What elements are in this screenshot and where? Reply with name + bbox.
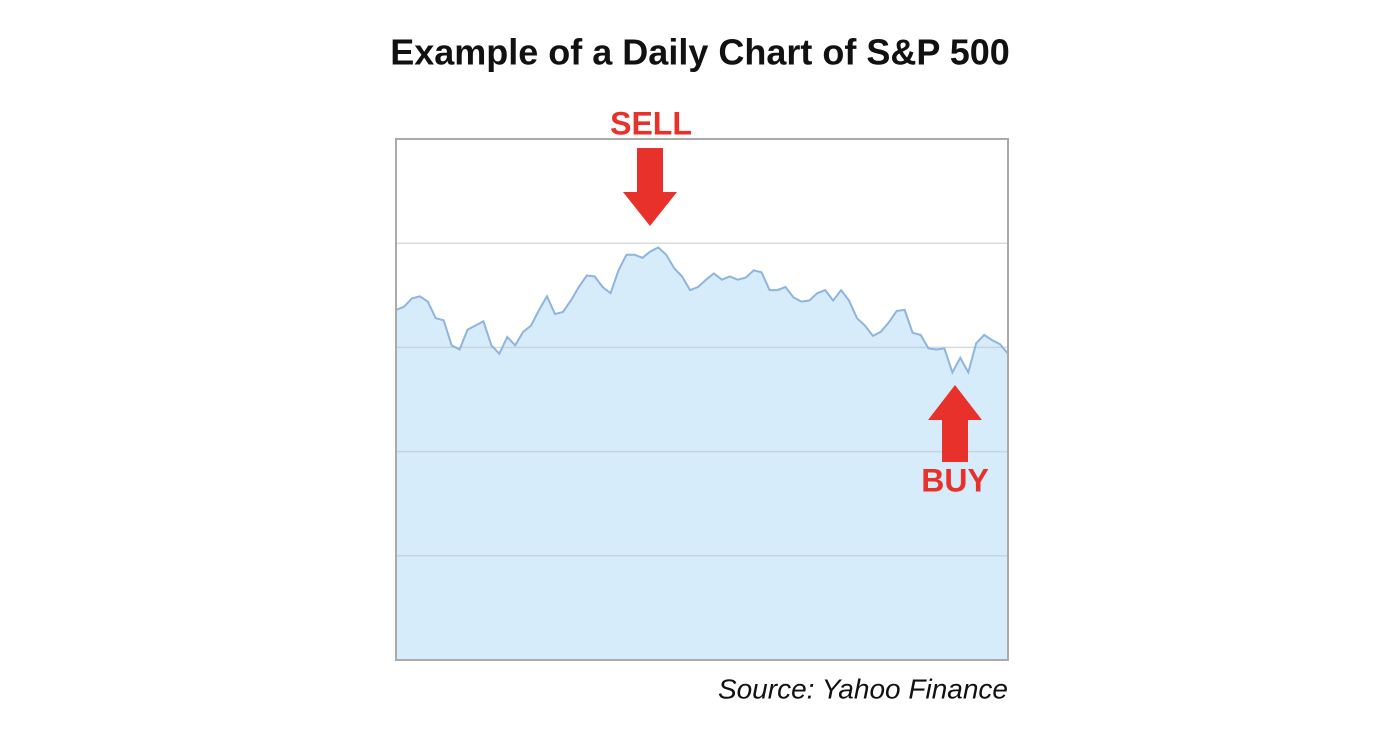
plot-area — [395, 242, 1009, 660]
plot-border — [395, 138, 1009, 661]
sell-arrow — [623, 148, 677, 226]
chart-title: Example of a Daily Chart of S&P 500 — [390, 32, 1010, 73]
area-line — [395, 246, 1009, 376]
sell-label: SELL — [610, 105, 692, 141]
buy-arrow — [928, 385, 982, 462]
source: Source: Yahoo Finance — [718, 673, 1008, 704]
buy-label: BUY — [921, 462, 989, 498]
area-fill — [396, 247, 1008, 660]
